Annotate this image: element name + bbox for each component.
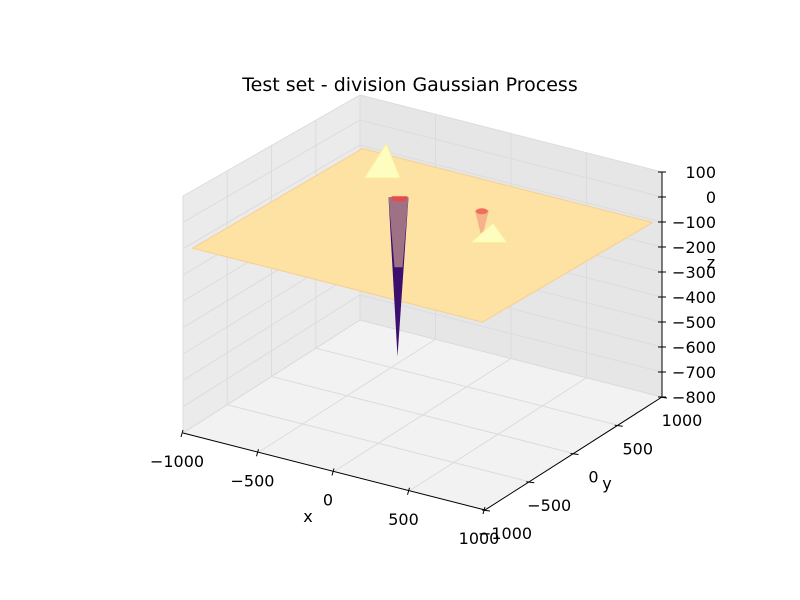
- y-tick-mark: [614, 424, 623, 427]
- x-tick-label: 500: [388, 510, 419, 529]
- z-tick-label: −800: [672, 388, 716, 407]
- y-tick-mark: [526, 481, 535, 484]
- x-tick-mark: [180, 429, 184, 438]
- y-tick-mark: [570, 453, 579, 455]
- peak-mark: [469, 222, 509, 243]
- y-axis-label: y: [602, 474, 611, 493]
- axis-lines: [180, 171, 668, 515]
- x-axis-label: x: [303, 507, 312, 526]
- x-tick-mark: [256, 449, 259, 457]
- z-tick-label: −100: [672, 213, 716, 232]
- z-tick-label: −200: [672, 238, 716, 257]
- y-tick-label: 0: [588, 468, 598, 487]
- z-tick-label: −400: [672, 288, 716, 307]
- x-tick-label: 1000: [459, 529, 500, 548]
- x-tick-label: 0: [323, 491, 333, 510]
- grid-line-z: [182, 144, 663, 250]
- z-tick-label: −600: [672, 338, 716, 357]
- y-tick-label: −500: [527, 496, 571, 515]
- grid-line-z: [182, 94, 663, 197]
- tick-labels: −1000−50005001000−1000−500050010001000−1…: [150, 163, 716, 548]
- grid-line-z: [182, 119, 663, 223]
- y-tick-mark: [481, 509, 491, 512]
- dip-mark: [475, 208, 488, 215]
- x-tick-label: −1000: [150, 452, 204, 471]
- z-tick-label: −500: [672, 313, 716, 332]
- z-tick-label: −700: [672, 363, 716, 382]
- y-tick-label: −1000: [478, 524, 532, 543]
- z-tick-label: 100: [685, 163, 716, 182]
- y-tick-label: 1000: [662, 411, 703, 430]
- surface-sheet: [192, 148, 653, 323]
- z-axis-label: z: [707, 253, 715, 272]
- chart-title: Test set - division Gaussian Process: [241, 74, 577, 96]
- peak-mark: [363, 142, 402, 179]
- grid-line-z: [182, 319, 663, 434]
- surface-plot: [192, 142, 653, 357]
- x-tick-mark: [407, 487, 410, 495]
- x-tick-label: −500: [231, 471, 275, 490]
- y-tick-label: 500: [622, 439, 653, 458]
- x-axis-line: [182, 432, 486, 511]
- z-tick-label: 0: [706, 188, 716, 207]
- spike-mark: [388, 197, 409, 268]
- dip-mark: [474, 210, 489, 239]
- z-tick-label: −300: [672, 263, 716, 282]
- x-tick-mark: [331, 468, 335, 476]
- spike-mark: [391, 196, 408, 202]
- grid-line-z: [182, 294, 663, 408]
